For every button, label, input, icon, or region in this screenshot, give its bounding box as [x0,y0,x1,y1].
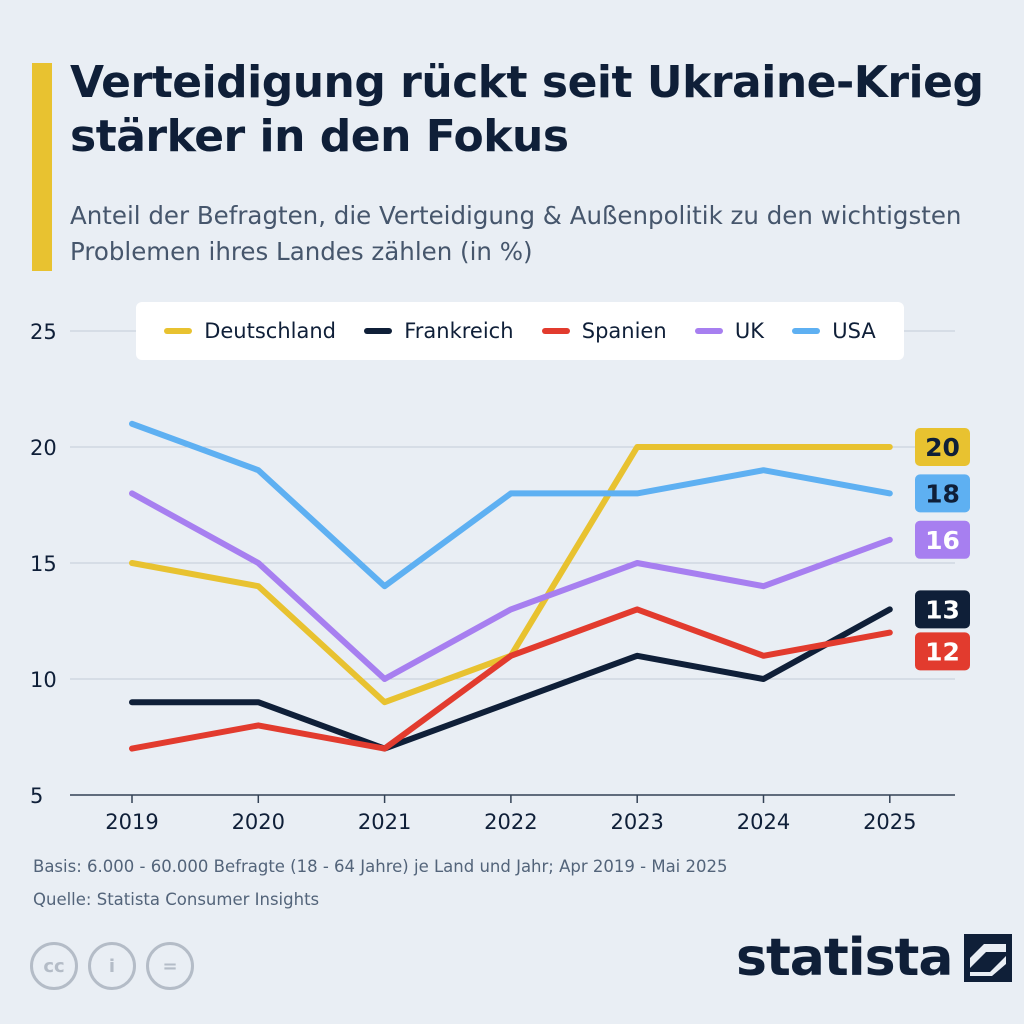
legend-label: Deutschland [204,319,336,343]
x-tick-label: 2019 [105,810,158,834]
statista-logo-icon [964,934,1013,982]
chart-subtitle: Anteil der Befragten, die Verteidigung &… [70,201,962,266]
end-label-badge-spanien [915,632,970,671]
x-tick-label: 2021 [358,810,411,834]
legend-swatch [792,328,821,334]
chart-legend: Deutschland Frankreich Spanien UK USA [136,302,904,360]
no-derivatives-icon[interactable]: = [146,942,194,990]
series-line-spanien [129,606,893,752]
end-label-value: 12 [925,637,960,666]
series-line-usa [129,420,893,590]
legend-item-uk: UK [694,319,765,343]
legend-item-frankreich: Frankreich [364,319,514,343]
series-line-deutschland [129,444,893,706]
y-tick-label: 10 [30,668,57,692]
series-line-frankreich [129,606,893,752]
end-label-badge-deutschland [915,428,970,466]
x-tick-label: 2023 [610,810,663,834]
cc-icon[interactable]: cc [30,942,78,990]
title-accent-bar [32,63,52,271]
legend-label: Spanien [581,319,667,343]
y-tick-label: 15 [30,552,57,576]
y-tick-label: 25 [30,320,57,344]
x-tick-label: 2022 [484,810,537,834]
legend-item-spanien: Spanien [541,319,667,343]
x-tick-label: 2024 [737,810,790,834]
source-note: Quelle: Statista Consumer Insights [33,890,320,909]
end-label-value: 16 [925,526,960,555]
series-line-uk [129,490,893,682]
legend-item-deutschland: Deutschland [164,319,336,343]
legend-item-usa: USA [792,319,876,343]
end-label-value: 13 [925,595,960,624]
source-basis-note: Basis: 6.000 - 60.000 Befragte (18 - 64 … [33,857,728,876]
y-tick-label: 5 [30,784,43,808]
legend-label: USA [832,319,876,343]
legend-swatch [364,328,393,334]
attribution-icon[interactable]: i [88,942,136,990]
legend-label: Frankreich [404,319,514,343]
x-tick-label: 2025 [863,810,916,834]
end-label-value: 20 [925,433,960,462]
legend-swatch [541,328,570,334]
chart-title: Verteidigung rückt seit Ukraine-Krieg st… [70,57,984,162]
end-label-badge-usa [915,474,970,513]
y-tick-label: 20 [30,436,57,460]
brand-wordmark: statista [736,928,953,988]
end-label-badge-frankreich [915,590,970,629]
statista-logo[interactable]: statista [736,928,1013,988]
end-label-value: 18 [925,479,960,508]
legend-label: UK [734,319,765,343]
end-label-badge-uk [915,520,970,559]
license-icons: cc i = [30,942,194,990]
x-tick-label: 2020 [232,810,285,834]
legend-swatch [164,328,193,334]
legend-swatch [694,328,723,334]
